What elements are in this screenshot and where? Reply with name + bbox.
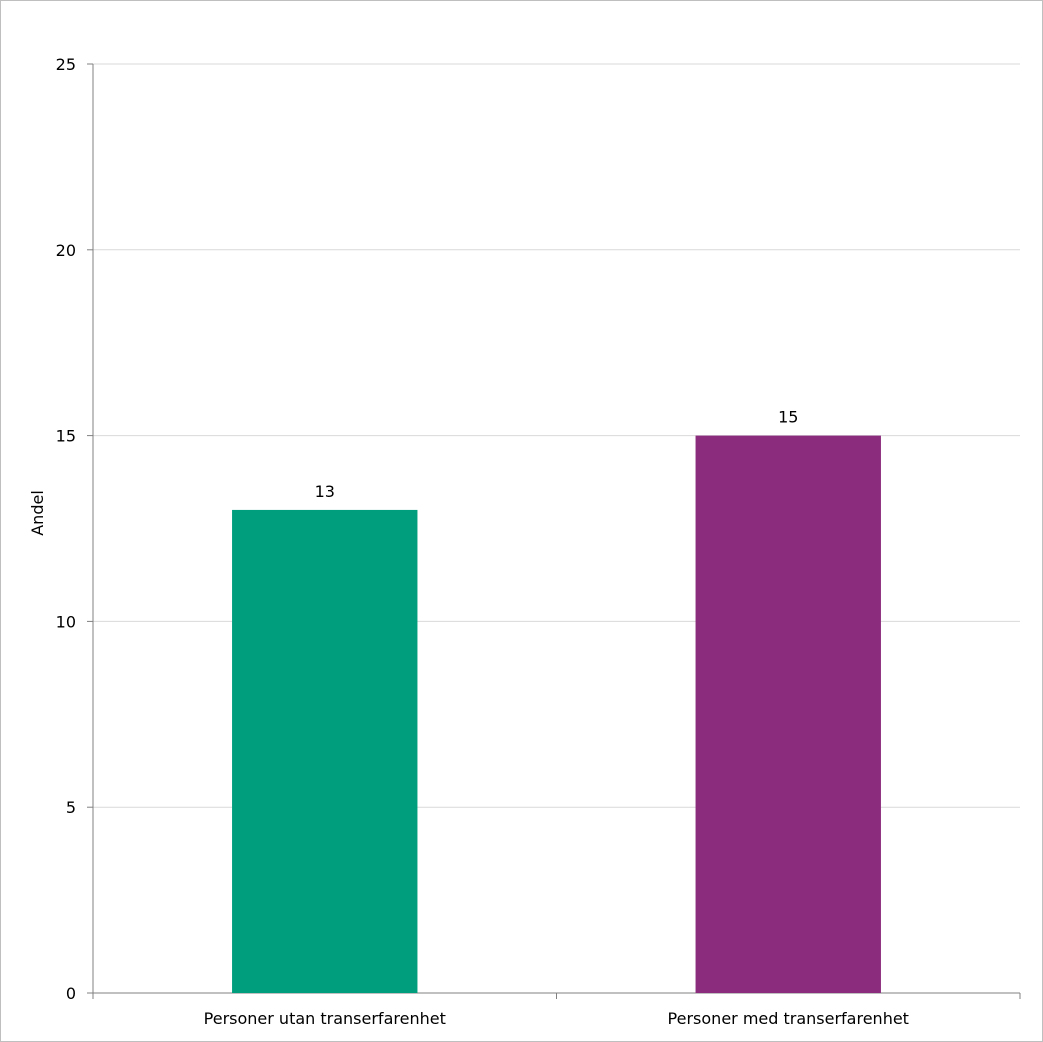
y-tick-label: 25 [56,55,76,74]
y-tick-label: 20 [56,241,76,260]
data-label: 15 [778,408,798,427]
y-tick-labels: 0 5 10 15 20 25 [56,55,76,1003]
data-label: 13 [315,482,335,501]
x-category-label: Personer utan transerfarenhet [204,1009,446,1028]
y-axis-label: Andel [28,490,47,536]
bar [695,435,881,994]
bars [232,435,881,994]
y-tick-label: 10 [56,612,76,631]
data-labels: 13 15 [315,408,799,501]
x-category-label: Personer med transerfarenhet [668,1009,909,1028]
y-tick-label: 0 [66,984,76,1003]
bar [232,509,418,993]
y-tick-label: 15 [56,427,76,446]
x-category-labels: Personer utan transerfarenhet Personer me… [204,1009,909,1028]
y-tick-label: 5 [66,798,76,817]
